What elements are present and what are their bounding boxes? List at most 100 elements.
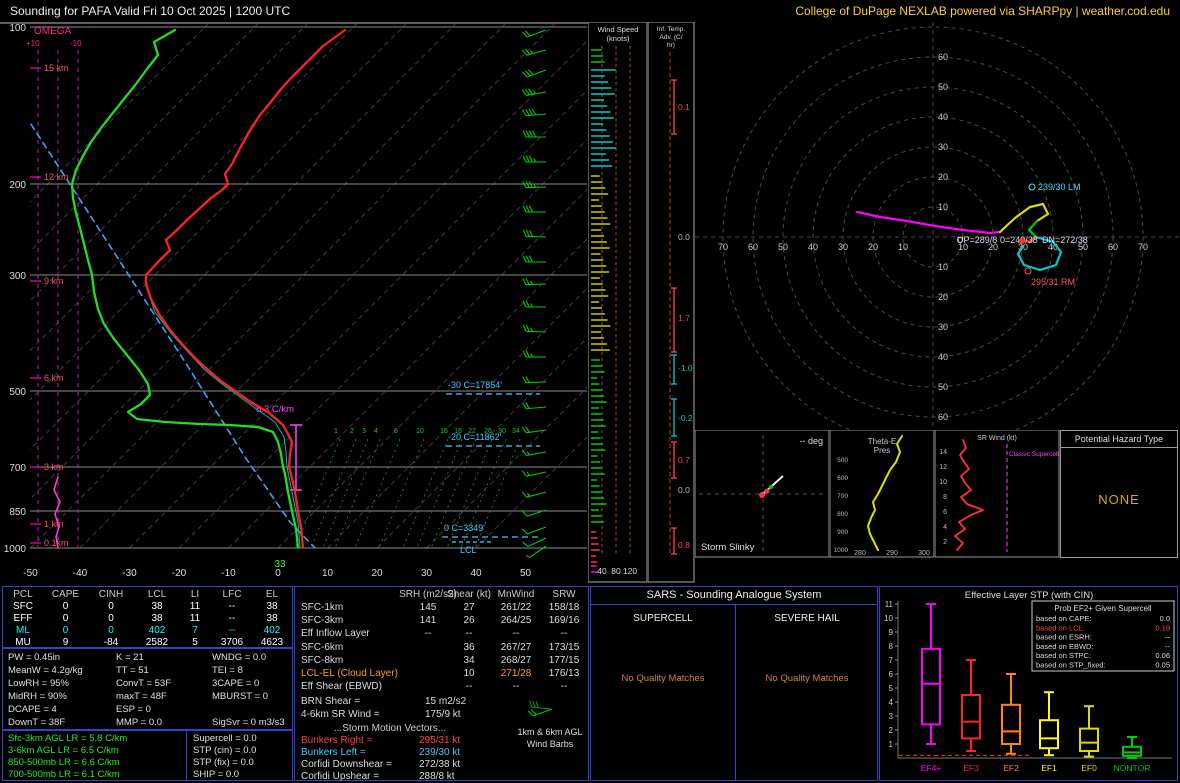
svg-text:10: 10 bbox=[884, 614, 893, 623]
text-label: 4-6km SR Wind = bbox=[301, 709, 380, 720]
svg-text:Classic Supercell: Classic Supercell bbox=[1009, 451, 1059, 458]
composite-index-line: STP (cin) = 0.0 bbox=[193, 745, 257, 756]
right-mover-marker bbox=[1024, 267, 1032, 275]
svg-text:0=249/38: 0=249/38 bbox=[1000, 235, 1038, 245]
svg-text:50: 50 bbox=[938, 82, 948, 92]
text-label: No Quality Matches bbox=[765, 673, 849, 684]
parcel-table: PCL CAPE CINH LCL LI LFC EL SFC 0 0 38 11 -- 38 EFF 0 0 3… bbox=[2, 586, 293, 648]
svg-text:0.0: 0.0 bbox=[678, 232, 690, 242]
svg-text:0.8: 0.8 bbox=[678, 540, 690, 550]
temp-advection-panel: Inf. Temp.Adv. (C/hr) 0.1 0.0 1.7 -1.0 -0.2 0.… bbox=[648, 22, 695, 583]
text-label: SFC-1km bbox=[301, 602, 344, 613]
hodograph-trace bbox=[855, 202, 1063, 272]
svg-text:0 C=3349': 0 C=3349' bbox=[444, 523, 485, 533]
svg-text:700: 700 bbox=[9, 463, 26, 474]
composite-indices-box: Supercell = 0.0 STP (cin) = 0.0 STP (fix) … bbox=[186, 731, 292, 780]
pcl-row-MU: MU 9 -84 2582 5 3706 4623 bbox=[15, 637, 284, 648]
composite-index-line: SHIP = 0.0 bbox=[193, 769, 240, 780]
pcl-header-row: PCL CAPE CINH LCL LI LFC EL bbox=[13, 589, 279, 600]
svg-text:500: 500 bbox=[9, 387, 26, 398]
param-row: DCAPE = 4 ESP = 0 bbox=[8, 704, 151, 715]
svg-text:2: 2 bbox=[350, 428, 354, 435]
lapse-rate-line: 3-6km AGL LR = 6.5 C/km bbox=[8, 745, 119, 756]
svg-text:120: 120 bbox=[623, 566, 637, 576]
text-label: 271/28 bbox=[500, 668, 532, 679]
sars-title: SARS - Sounding Analogue System bbox=[591, 587, 877, 605]
svg-text:10: 10 bbox=[939, 479, 947, 486]
text-label: No Quality Matches bbox=[621, 673, 705, 684]
text-label: 176/13 bbox=[548, 668, 580, 679]
svg-text:14: 14 bbox=[939, 449, 947, 456]
dewpoint-profile bbox=[70, 28, 300, 548]
svg-text:based on STP_fixed:: based on STP_fixed: bbox=[1036, 661, 1106, 670]
svg-text:based on LCL:: based on LCL: bbox=[1036, 623, 1085, 632]
temperature-profile bbox=[144, 28, 347, 548]
svg-text:10: 10 bbox=[938, 202, 948, 212]
svg-text:1: 1 bbox=[889, 740, 894, 749]
text-label: 10 bbox=[463, 668, 475, 679]
svg-text:(knots): (knots) bbox=[607, 34, 630, 43]
text-label: 268/27 bbox=[500, 655, 532, 666]
upshear-marker bbox=[957, 237, 963, 243]
nexlab-credit-link[interactable]: College of DuPage NEXLAB powered via SHA… bbox=[795, 4, 1170, 18]
text-label: SRW bbox=[552, 589, 576, 600]
svg-text:30: 30 bbox=[421, 568, 433, 579]
text-label: Bunkers Left = bbox=[301, 747, 366, 758]
svg-text:10: 10 bbox=[322, 568, 334, 579]
svg-text:60: 60 bbox=[938, 52, 948, 62]
profiles bbox=[30, 28, 347, 548]
text-label: 295/31 kt bbox=[419, 735, 461, 746]
svg-text:-30: -30 bbox=[122, 568, 137, 579]
svg-text:8: 8 bbox=[943, 494, 947, 501]
text-label: 264/25 bbox=[500, 615, 532, 626]
composite-index-line: Supercell = 0.0 bbox=[193, 733, 257, 744]
sars-divider bbox=[735, 604, 736, 780]
svg-text:40: 40 bbox=[470, 568, 482, 579]
svg-text:3: 3 bbox=[889, 712, 894, 721]
svg-text:-0.2: -0.2 bbox=[678, 413, 693, 423]
pcl-row-SFC: SFC 0 0 38 11 -- 38 bbox=[13, 601, 278, 612]
svg-text:20: 20 bbox=[988, 242, 998, 252]
svg-text:Adv. (C/: Adv. (C/ bbox=[660, 34, 683, 41]
text-label: 288/8 kt bbox=[419, 771, 455, 782]
svg-text:30: 30 bbox=[838, 242, 848, 252]
svg-text:280: 280 bbox=[854, 550, 866, 557]
svg-text:30: 30 bbox=[938, 142, 948, 152]
svg-text:239/30 LM: 239/30 LM bbox=[1038, 182, 1081, 192]
pcl-row-ML: ML 0 0 402 7 -- 402 bbox=[16, 625, 281, 636]
svg-text:Prob EF2+ Given Supercell: Prob EF2+ Given Supercell bbox=[1054, 604, 1151, 613]
text-label: SFC-6km bbox=[301, 642, 344, 653]
svg-text:DN=272/38: DN=272/38 bbox=[1042, 235, 1088, 245]
svg-text:7: 7 bbox=[889, 656, 894, 665]
text-label: 267/27 bbox=[500, 642, 532, 653]
svg-text:4: 4 bbox=[943, 524, 947, 531]
svg-text:500: 500 bbox=[837, 457, 848, 464]
svg-text:700: 700 bbox=[837, 493, 848, 500]
thetae-curve bbox=[867, 435, 903, 551]
text-label: 239/30 kt bbox=[419, 747, 461, 758]
svg-text:850: 850 bbox=[9, 507, 26, 518]
svg-text:295/31 RM: 295/31 RM bbox=[1031, 277, 1075, 287]
svg-text:EF3: EF3 bbox=[963, 763, 979, 773]
svg-text:70: 70 bbox=[718, 242, 728, 252]
svg-text:600: 600 bbox=[837, 475, 848, 482]
svg-text:8: 8 bbox=[889, 642, 894, 651]
lapse-rate-line: Sfc-3km AGL LR = 5.8 C/km bbox=[8, 733, 128, 744]
svg-text:-20 C=11862': -20 C=11862' bbox=[448, 432, 502, 442]
svg-text:EF2: EF2 bbox=[1003, 763, 1019, 773]
pcl-row-EFF: EFF 0 0 38 11 -- 38 bbox=[13, 613, 278, 624]
param-row: MeanW = 4.2g/kg TT = 51 TEI = 8 bbox=[8, 665, 243, 676]
text-label: 36 bbox=[463, 642, 475, 653]
svg-text:22: 22 bbox=[468, 428, 476, 435]
storm-motion-dot bbox=[1019, 238, 1025, 244]
title-bar: Sounding for PAFA Valid Fri 10 Oct 2025 … bbox=[0, 0, 1180, 22]
svg-text:based on STPC:: based on STPC: bbox=[1036, 651, 1091, 660]
wetbulb-profile bbox=[145, 276, 301, 548]
skewt-plot-area bbox=[30, 24, 587, 548]
hazard-title: Potential Hazard Type bbox=[1061, 431, 1177, 448]
svg-text:4: 4 bbox=[374, 428, 378, 435]
hazard-value: NONE bbox=[1098, 492, 1140, 507]
